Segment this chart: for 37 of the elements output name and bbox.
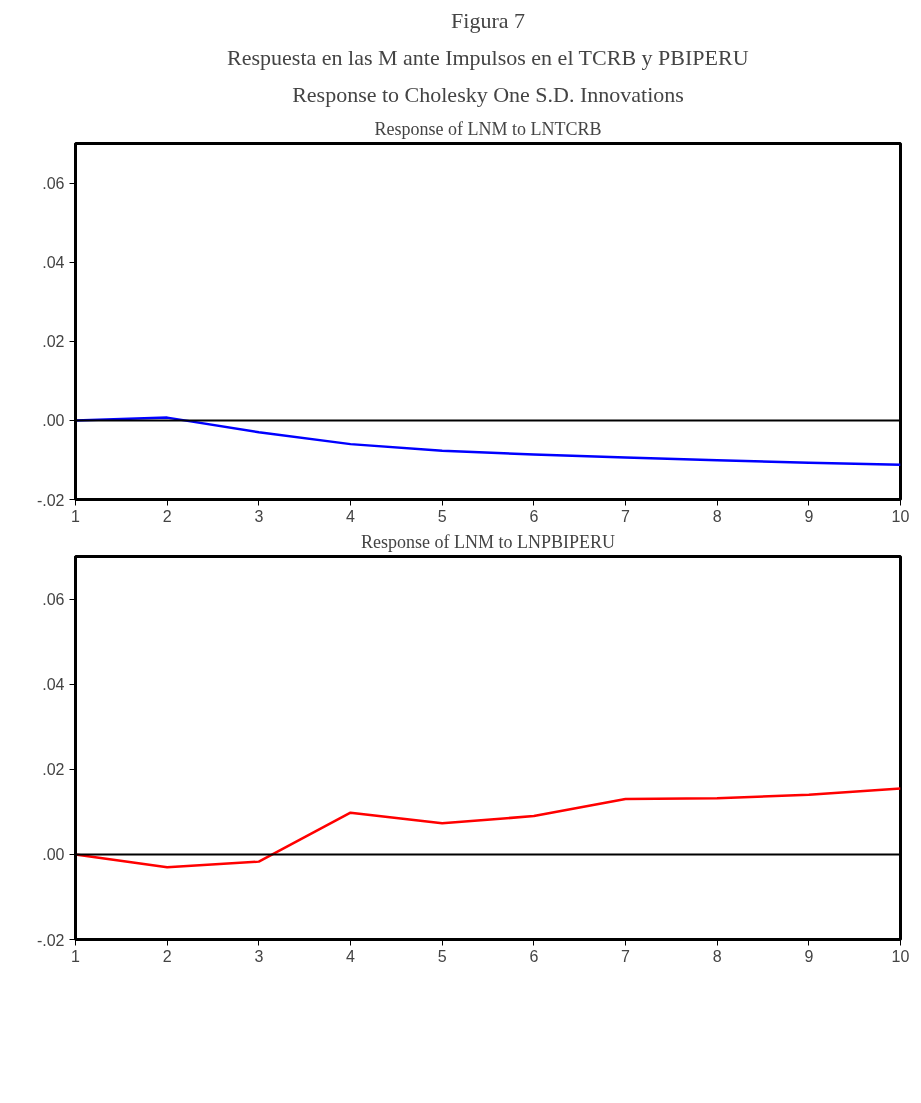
x-tick-label: 8	[712, 947, 722, 965]
chart-title: Response of LNM to LNTCRB	[374, 118, 602, 139]
y-tick-label: .04	[42, 676, 65, 694]
x-tick-label: 6	[529, 507, 539, 525]
x-tick-label: 5	[437, 947, 447, 965]
y-tick-label: .00	[42, 846, 65, 864]
y-tick-label: .02	[42, 333, 65, 351]
x-tick-label: 9	[804, 947, 814, 965]
line-series	[75, 787, 901, 869]
x-tick-label: 1	[71, 947, 81, 965]
x-tick-label: 9	[804, 507, 814, 525]
y-tick-label: .06	[42, 175, 65, 193]
y-tick-label: .00	[42, 412, 65, 430]
y-tick-label: -.02	[36, 491, 65, 509]
x-tick-label: 5	[437, 507, 447, 525]
x-tick-label: 2	[162, 947, 172, 965]
x-tick-label: 10	[891, 947, 910, 965]
text: Response to Cholesky One S.D. Innovations	[292, 81, 684, 107]
y-tick-label: .02	[42, 761, 65, 779]
x-tick-label: 8	[712, 507, 722, 525]
y-tick-label: -.02	[36, 931, 65, 949]
text: Figura 7	[451, 7, 525, 33]
x-tick-label: 7	[621, 507, 631, 525]
x-tick-label: 10	[891, 507, 910, 525]
x-tick-label: 2	[162, 507, 172, 525]
y-tick-label: .04	[42, 254, 65, 272]
line-series	[75, 416, 901, 466]
x-tick-label: 3	[254, 947, 264, 965]
x-tick-label: 3	[254, 507, 264, 525]
x-tick-label: 1	[71, 507, 81, 525]
x-tick-label: 7	[621, 947, 631, 965]
x-tick-label: 4	[346, 507, 356, 525]
y-tick-label: .06	[42, 591, 65, 609]
x-tick-label: 6	[529, 947, 539, 965]
x-tick-label: 4	[346, 947, 356, 965]
text: Respuesta en las M ante Impulsos en el TCRB y PBIPERU	[227, 44, 749, 70]
chart-title: Response of LNM to LNPBIPERU	[361, 531, 616, 552]
